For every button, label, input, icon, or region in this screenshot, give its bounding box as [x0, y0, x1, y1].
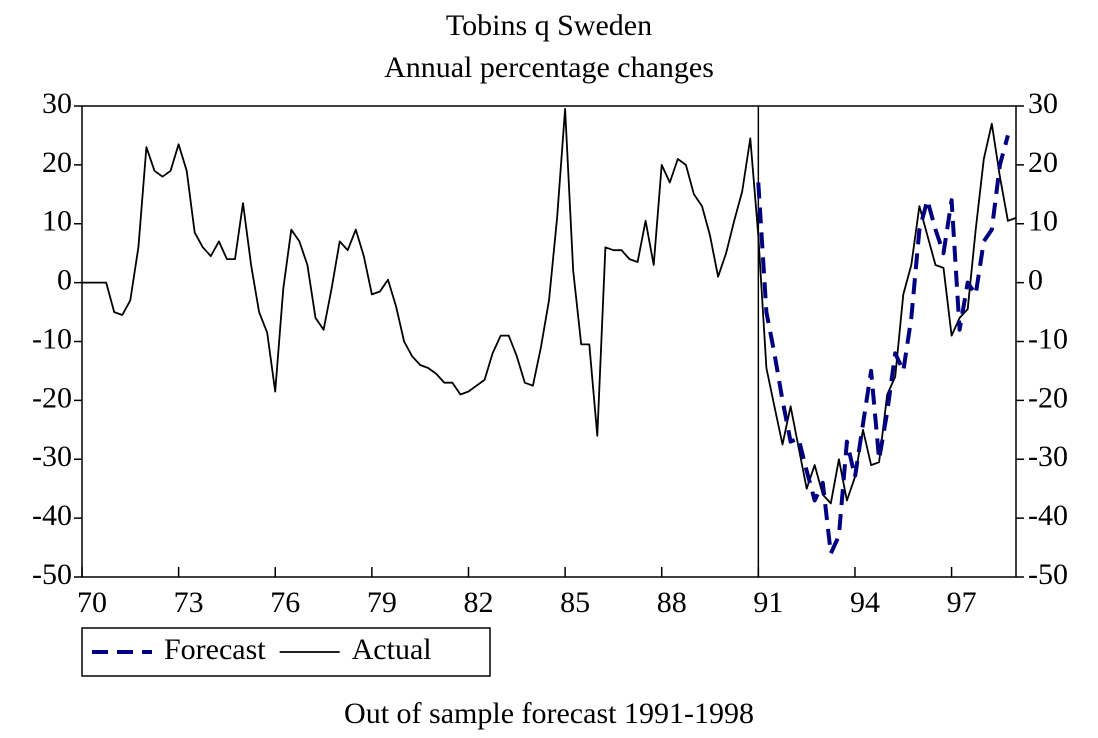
y-tick-label: 0 [57, 264, 72, 297]
y2-tick-label: 10 [1028, 205, 1058, 238]
y2-tick-label: -20 [1028, 381, 1068, 414]
y-tick-label: -10 [32, 322, 72, 355]
y-tick-label: -30 [32, 440, 72, 473]
y-tick-label: -40 [32, 499, 72, 532]
y-tick-label: 20 [42, 146, 72, 179]
y2-tick-label: 20 [1028, 146, 1058, 179]
y-tick-label: -50 [32, 558, 72, 591]
legend-label: Actual [352, 633, 432, 666]
x-tick-label: 79 [367, 586, 397, 619]
x-tick-label: 88 [657, 586, 687, 619]
y-tick-label: -20 [32, 381, 72, 414]
chart-subtitle: Annual percentage changes [384, 51, 714, 84]
series-line [756, 134, 1010, 556]
x-tick-label: 97 [947, 586, 977, 619]
x-tick-label: 76 [270, 586, 300, 619]
y2-tick-label: -40 [1028, 499, 1068, 532]
legend-label: Forecast [164, 633, 266, 666]
y2-tick-label: 30 [1028, 87, 1058, 120]
plot-frame [81, 105, 1017, 578]
y2-tick-label: -50 [1028, 558, 1068, 591]
x-tick-label: 70 [77, 586, 107, 619]
caption: Out of sample forecast 1991-1998 [344, 697, 754, 730]
y2-tick-label: 0 [1028, 264, 1043, 297]
y-tick-label: 30 [42, 87, 72, 120]
x-tick-label: 85 [560, 586, 590, 619]
chart-title: Tobins q Sweden [446, 9, 652, 42]
y-tick-label: 10 [42, 205, 72, 238]
x-tick-label: 73 [174, 586, 204, 619]
x-tick-label: 82 [463, 586, 493, 619]
x-tick-label: 91 [753, 586, 783, 619]
x-tick-label: 94 [850, 586, 880, 619]
y2-tick-label: -10 [1028, 322, 1068, 355]
y2-tick-label: -30 [1028, 440, 1068, 473]
